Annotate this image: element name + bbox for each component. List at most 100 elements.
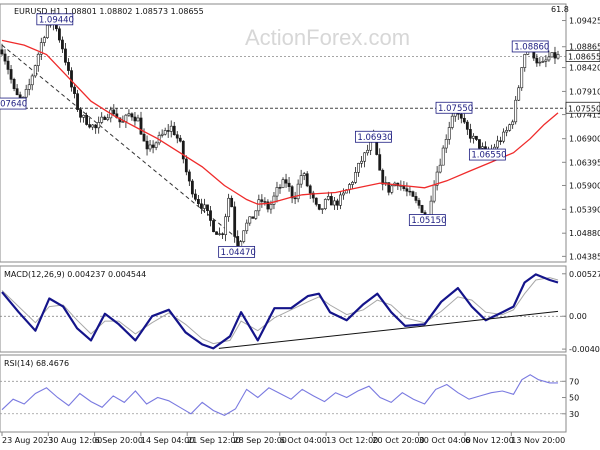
price-label-text: 1.07640	[0, 100, 27, 110]
candle-body	[302, 173, 306, 176]
candle-body	[553, 52, 557, 59]
candle-body	[197, 199, 200, 205]
candle-body	[308, 185, 312, 194]
candle-body	[499, 140, 502, 142]
candle-body	[387, 182, 391, 193]
candle-body	[203, 204, 206, 209]
candle-body	[145, 140, 149, 150]
candle-body	[133, 116, 137, 122]
candle-body	[550, 52, 554, 58]
price-label: 1.08860	[511, 40, 549, 53]
candle-body	[70, 70, 73, 88]
candle-body	[175, 134, 179, 139]
price-tick-label: 1.07910	[569, 87, 600, 96]
price-tick-label: 1.05900	[569, 181, 600, 190]
candle-body	[42, 37, 46, 43]
candle-body	[224, 216, 228, 235]
candle-body	[218, 233, 221, 235]
candle-body	[360, 160, 363, 164]
time-tick-label: 23 Aug 2023	[2, 436, 53, 445]
candle-body	[432, 184, 436, 202]
candle-body	[450, 115, 454, 128]
candle-body	[15, 88, 19, 96]
candle-body	[193, 193, 197, 200]
moving-average-line	[1, 39, 559, 205]
price-label-box	[435, 101, 473, 114]
price-label-box	[511, 40, 549, 53]
candle-body	[130, 113, 134, 118]
time-tick-label: 21 Sep 12:00	[187, 436, 240, 445]
candle-body	[311, 192, 315, 199]
candle-body	[378, 154, 382, 171]
time-tick-label: 28 Sep 20:00	[234, 436, 287, 445]
candle-body	[417, 200, 421, 206]
price-label-box	[355, 130, 392, 143]
macd-tick-label: 0.00	[569, 312, 587, 321]
time-tick-label: 14 Sep 04:00	[141, 436, 194, 445]
price-y-axis: 1.09425 1.08865 1.08420 1.07910 1.07415 1.069…	[562, 17, 600, 261]
candle-body	[478, 139, 481, 149]
candle-body	[511, 121, 515, 126]
candle-body	[447, 127, 451, 140]
rsi-title: RSI(14) 68.4676	[4, 359, 69, 368]
candle-body	[326, 196, 330, 200]
price-tick-label: 1.06395	[569, 158, 600, 167]
candle-body	[127, 113, 131, 116]
candle-body	[76, 93, 79, 110]
price-tick-label: 1.06900	[569, 135, 600, 144]
candle-body	[438, 164, 442, 173]
candle-body	[58, 28, 61, 41]
candle-body	[206, 204, 209, 211]
candle-body	[248, 216, 252, 224]
price-label-text: 1.05150	[411, 216, 446, 226]
candle-body	[24, 89, 28, 98]
price-tick-label: 1.08865	[569, 43, 600, 52]
candle-body	[166, 130, 170, 132]
candle-body	[459, 113, 463, 119]
candle-body	[106, 117, 110, 120]
candle-body	[6, 60, 10, 70]
candle-body	[263, 201, 267, 203]
candle-body	[538, 61, 542, 64]
candle-body	[520, 67, 524, 89]
candle-body	[184, 158, 188, 173]
candle-body	[305, 173, 309, 187]
candle-body	[215, 231, 218, 235]
candle-body	[36, 53, 40, 66]
candle-body	[363, 152, 367, 162]
candle-body	[200, 203, 203, 209]
candle-body	[462, 117, 466, 123]
candle-body	[88, 124, 92, 128]
price-label: 1.04470	[218, 245, 256, 258]
tag-text: 1.08655	[568, 53, 600, 62]
price-label-text: 1.06550	[471, 151, 506, 161]
candle-body	[547, 56, 551, 61]
price-label-text: 1.08860	[514, 42, 549, 52]
candle-body	[79, 109, 82, 118]
price-label: 1.05150	[408, 214, 446, 226]
candle-body	[544, 59, 548, 62]
candle-body	[505, 130, 509, 133]
price-tick-label: 1.08420	[569, 64, 600, 73]
candle-body	[293, 197, 297, 200]
candle-body	[272, 195, 276, 205]
candle-body	[317, 204, 321, 210]
price-label-box	[218, 245, 256, 258]
candle-body	[85, 114, 89, 125]
candle-body	[556, 54, 560, 59]
macd-panel: MACD(12,26,9) 0.004237 0.004544 0.005278…	[0, 265, 600, 354]
candle-body	[411, 191, 415, 197]
tag-text: 1.07550	[568, 104, 600, 113]
candle-body	[151, 144, 155, 148]
candle-body	[351, 182, 354, 185]
candle-body	[221, 233, 224, 235]
rsi-line	[1, 374, 558, 417]
price-label-box	[36, 13, 74, 26]
candle-body	[287, 182, 291, 187]
falling-trendline	[1, 44, 242, 243]
price-label-box	[468, 148, 506, 161]
candle-body	[61, 39, 64, 50]
candle-body	[366, 149, 370, 154]
